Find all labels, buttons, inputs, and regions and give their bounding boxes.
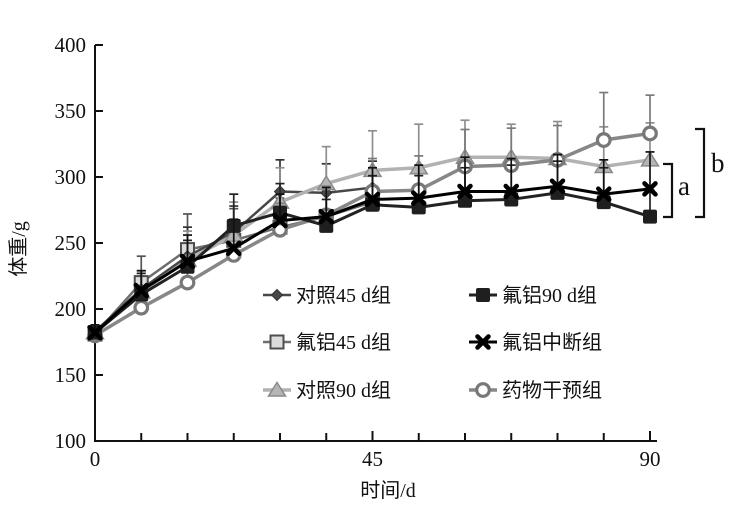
axes: 100 150 200 250 300 350 400 0 45 90 时间/d 体重/g [7,33,661,502]
fluoral-interrupted-marker-icon [596,186,612,202]
y-tick-label: 250 [55,231,87,255]
legend-item-control-45d: 对照45 d组 [263,284,391,307]
y-tick-label: 200 [55,297,87,321]
fluoral-interrupted-marker-icon [503,183,519,200]
legend-item-control-90d: 对照90 d组 [263,379,391,402]
x-tick-label: 90 [640,447,661,471]
significance-bracket-a: a [663,162,690,219]
legend-item-fluoral-interrupted: 氟铝中断组 [469,331,602,354]
legend-label-fluoral-interrupted: 氟铝中断组 [502,331,602,354]
legend-label-fluoral-45d: 氟铝45 d组 [296,331,391,354]
x-tick-label: 0 [90,447,101,471]
y-tick-label: 300 [55,165,87,189]
significance-bracket-b: b [695,127,725,219]
series-fluoral-interrupted [87,151,658,341]
fluoral-interrupted-marker-icon [226,240,242,257]
fluoral-90d-marker-icon [643,209,657,224]
fluoral-interrupted-marker-icon [475,334,491,350]
bracket-line [695,127,706,219]
x-tick-label: 45 [362,447,383,471]
legend-label-control-90d: 对照90 d组 [296,379,391,402]
control-90d-marker-icon [267,381,287,397]
drug-intervention-marker-icon [179,274,196,291]
fluoral-interrupted-marker-icon [87,325,103,341]
control-45d-marker-icon [270,288,284,302]
bracket-label-b: b [711,148,725,178]
drug-intervention-marker-icon [133,299,150,316]
y-tick-label: 100 [55,429,87,453]
bracket-label-a: a [678,171,690,201]
y-tick-label: 150 [55,363,87,387]
legend-label-fluoral-90d: 氟铝90 d组 [502,284,597,307]
legend-label-control-45d: 对照45 d组 [296,284,391,307]
fluoral-45d-marker-icon [269,334,285,350]
x-axis-title: 时间/d [360,479,416,502]
y-tick-label: 350 [55,99,87,123]
y-tick-label: 400 [55,33,87,57]
drug-intervention-marker-icon [475,382,491,398]
legend-item-drug-intervention: 药物干预组 [469,379,602,402]
fluoral-interrupted-marker-icon [364,191,381,208]
bracket-line [663,162,674,219]
drug-intervention-marker-icon [595,132,612,148]
y-axis-title: 体重/g [7,221,30,277]
fluoral-interrupted-marker-icon [318,208,334,225]
fluoral-90d-marker-icon [476,288,490,302]
fluoral-interrupted-marker-icon [272,212,288,229]
fluoral-interrupted-marker-icon [133,282,149,299]
legend-label-drug-intervention: 药物干预组 [502,379,602,402]
legend-item-fluoral-90d: 氟铝90 d组 [469,284,597,307]
drug-intervention-marker-icon [642,125,658,142]
legend-item-fluoral-45d: 氟铝45 d组 [263,331,391,354]
fluoral-interrupted-marker-icon [179,253,196,270]
fluoral-interrupted-marker-icon [411,190,427,206]
fluoral-interrupted-marker-icon [642,181,658,197]
fluoral-interrupted-marker-icon [549,178,566,194]
fluoral-interrupted-marker-icon [457,183,473,200]
